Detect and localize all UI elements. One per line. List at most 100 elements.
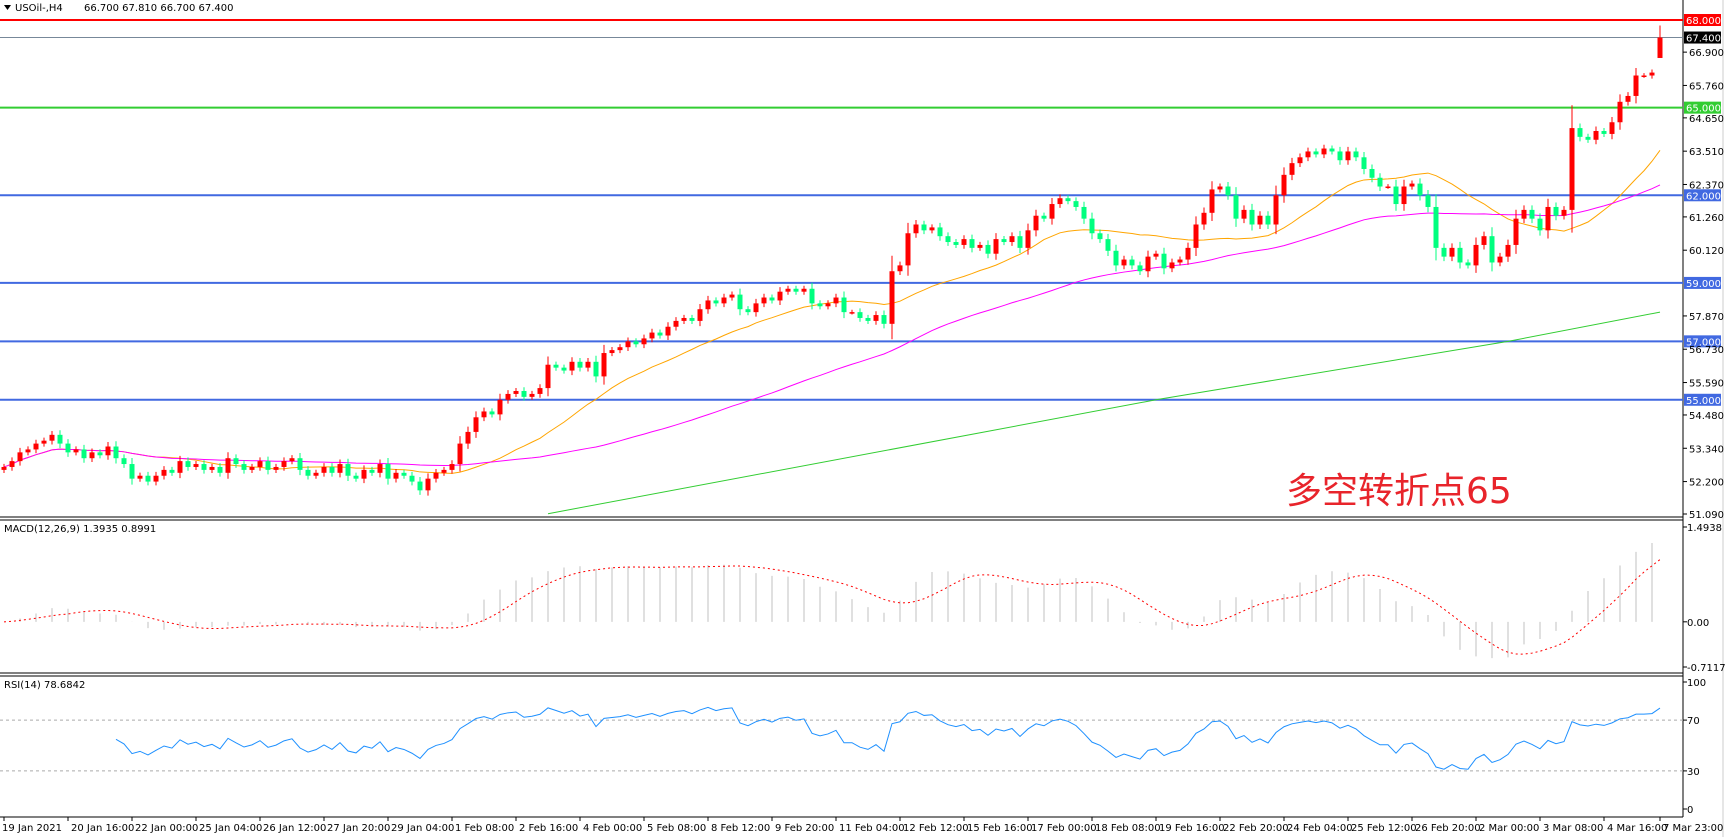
candle — [1497, 252, 1503, 267]
candle-body — [769, 297, 775, 301]
candle-body — [209, 466, 215, 470]
level-label-bg — [1684, 393, 1721, 406]
candle — [1425, 190, 1431, 213]
level-label-bg — [1684, 335, 1721, 348]
candle — [33, 439, 39, 454]
candle — [49, 431, 55, 445]
time-tick-label: 8 Feb 12:00 — [711, 823, 770, 834]
candle-body — [257, 461, 263, 467]
candle-body — [89, 452, 95, 459]
candle-body — [721, 297, 727, 304]
candle-body — [129, 464, 135, 479]
horizontal-levels[interactable]: 68.000 67.400 65.000 62.000 59.000 57.000 55.0… — [0, 14, 1721, 407]
candle — [89, 448, 95, 462]
candle-body — [1393, 186, 1399, 205]
candle-body — [665, 326, 671, 336]
price-tick-label: 55.590 — [1689, 379, 1724, 390]
price-tick-label: 54.480 — [1689, 411, 1724, 422]
candle-body — [1345, 151, 1351, 161]
candle-body — [1185, 247, 1191, 260]
candle — [1073, 197, 1079, 211]
candle — [225, 452, 231, 479]
candle — [161, 466, 167, 480]
candle-body — [513, 391, 519, 394]
candle — [801, 285, 807, 295]
candle-body — [57, 434, 63, 444]
candle — [1201, 207, 1207, 230]
candle — [929, 224, 935, 234]
candle-body — [1633, 75, 1639, 96]
candle-body — [625, 341, 631, 348]
candle — [1065, 195, 1071, 205]
candle-body — [609, 350, 615, 354]
candle — [689, 314, 695, 324]
candle-body — [401, 472, 407, 476]
candle — [1193, 216, 1199, 257]
candle — [681, 314, 687, 324]
candle — [273, 463, 279, 473]
candle-body — [593, 361, 599, 377]
candle-body — [457, 443, 463, 465]
candle-body — [1145, 256, 1151, 272]
candle — [953, 238, 959, 249]
candle — [937, 222, 943, 241]
candle-body — [313, 472, 319, 476]
time-tick-label: 18 Feb 08:00 — [1095, 823, 1161, 834]
rsi-panel — [0, 706, 1683, 772]
candle — [1633, 68, 1639, 104]
candle-body — [1161, 253, 1167, 269]
candle-body — [33, 443, 39, 450]
candle — [129, 458, 135, 485]
candle — [1457, 241, 1463, 269]
candle — [1097, 229, 1103, 243]
candle — [945, 232, 951, 246]
time-tick-label: 27 Jan 20:00 — [327, 823, 390, 834]
candle-body — [65, 443, 71, 453]
candle — [657, 329, 663, 339]
candle — [1513, 209, 1519, 254]
candle-body — [521, 391, 527, 397]
candle-body — [385, 464, 391, 479]
candle-body — [1233, 195, 1239, 219]
dropdown-triangle-icon[interactable] — [4, 5, 11, 10]
candle — [201, 460, 207, 474]
candle — [705, 295, 711, 314]
candle — [841, 291, 847, 319]
candle-body — [1361, 157, 1367, 169]
candle-body — [1657, 37, 1663, 58]
candle-body — [337, 464, 343, 473]
candle-body — [441, 469, 447, 473]
candle-body — [377, 464, 383, 473]
candle-body — [1305, 151, 1311, 158]
candle-body — [1057, 198, 1063, 205]
candle-body — [1033, 215, 1039, 231]
ma-mid-line — [3, 184, 1661, 468]
candle-body — [953, 242, 959, 245]
candle — [1505, 239, 1511, 262]
price-tick-label: 60.120 — [1689, 246, 1724, 257]
candle-body — [225, 458, 231, 473]
candle — [401, 469, 407, 479]
candle — [1041, 212, 1047, 222]
level-label: 62.000 — [1686, 191, 1721, 202]
candle-body — [945, 236, 951, 243]
candle — [1441, 243, 1447, 262]
candle-body — [833, 297, 839, 304]
candle — [1169, 258, 1175, 273]
candle-body — [1513, 218, 1519, 245]
candle-body — [1505, 244, 1511, 257]
candle-body — [145, 475, 151, 482]
time-tick-label: 29 Jan 04:00 — [391, 823, 454, 834]
candle — [1233, 187, 1239, 227]
candle — [1521, 205, 1527, 224]
candle-body — [1369, 168, 1375, 178]
price-tick-label: 64.650 — [1689, 114, 1724, 125]
candle — [1585, 133, 1591, 143]
candle — [1393, 179, 1399, 211]
candle-body — [353, 475, 359, 479]
candle-body — [1601, 131, 1607, 134]
candle — [1561, 206, 1567, 220]
candle — [1473, 237, 1479, 273]
candle — [113, 441, 119, 464]
